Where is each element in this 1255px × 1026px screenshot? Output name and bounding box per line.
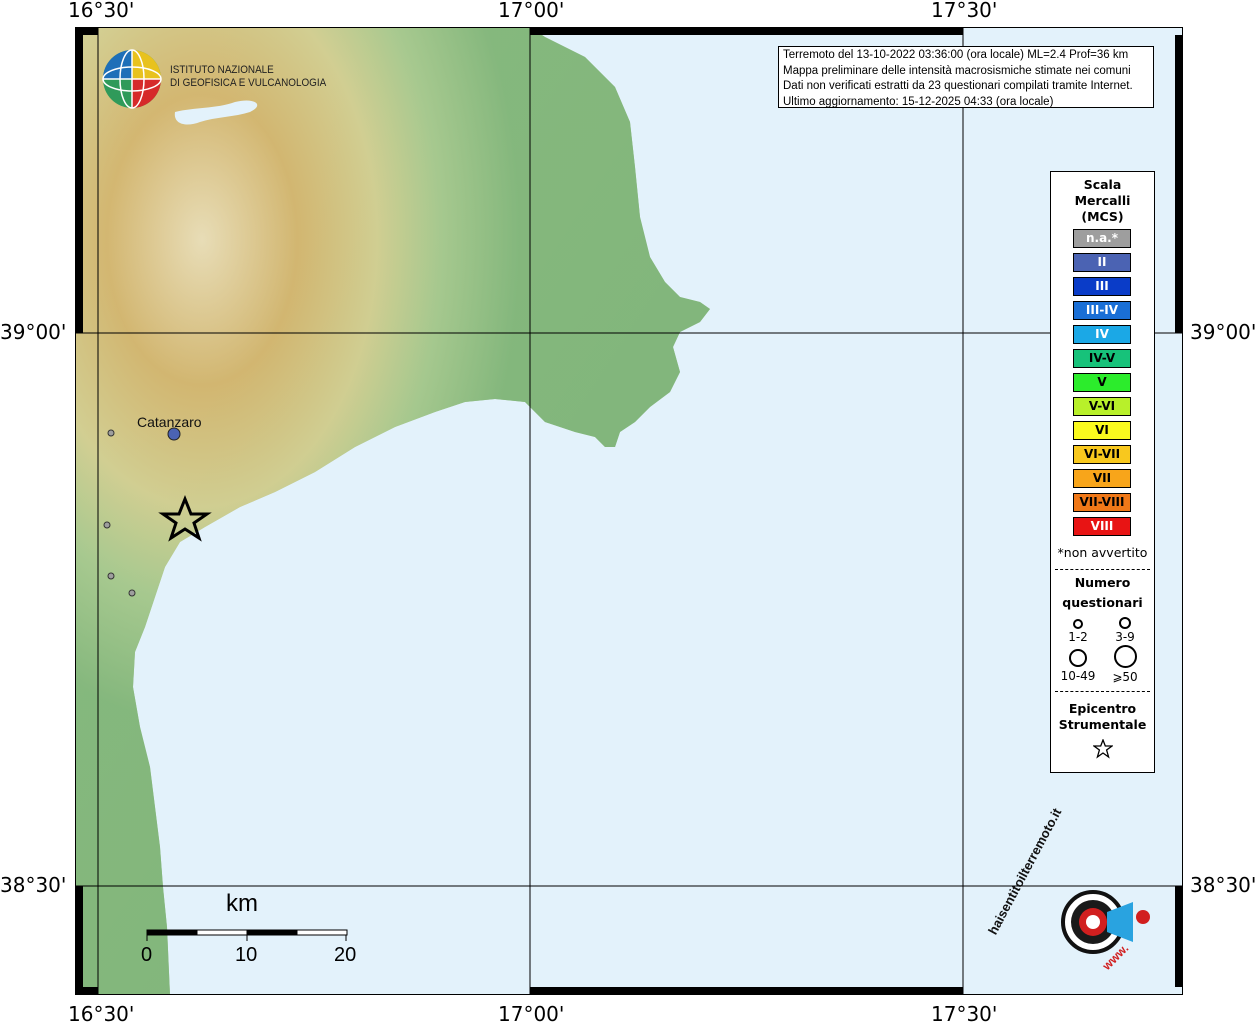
size-label-3-9: 3-9 bbox=[1115, 630, 1135, 644]
intensity-swatch: VIII bbox=[1073, 517, 1131, 536]
intensity-swatch: VII-VIII bbox=[1073, 493, 1131, 512]
lon-label-right-top: 17°30' bbox=[931, 0, 998, 22]
ingv-logo-icon bbox=[102, 49, 162, 109]
scale-tick-20: 20 bbox=[334, 944, 357, 966]
size-circle-10-49 bbox=[1069, 649, 1087, 667]
lon-label-mid-bottom: 17°00' bbox=[498, 1002, 565, 1026]
frame-ticks bbox=[75, 27, 1183, 995]
scale-tick-10: 10 bbox=[235, 944, 258, 966]
lon-label-right-bottom: 17°30' bbox=[931, 1002, 998, 1026]
point-catanzaro[interactable] bbox=[167, 427, 181, 441]
intensity-swatch: VI-VII bbox=[1073, 445, 1131, 464]
size-circle-50 bbox=[1114, 645, 1137, 668]
ingv-line1: ISTITUTO NAZIONALE bbox=[170, 64, 274, 76]
size-circle-1-2 bbox=[1073, 619, 1083, 629]
graticule bbox=[75, 27, 1183, 995]
point-na[interactable] bbox=[107, 572, 115, 580]
legend: Scala Mercalli (MCS) n.a.* II III III-IV IV I… bbox=[1050, 171, 1155, 773]
map-canvas bbox=[75, 27, 1183, 995]
city-label-catanzaro: Catanzaro bbox=[137, 414, 202, 430]
ingv-logo-text: ISTITUTO NAZIONALE DI GEOFISICA E VULCAN… bbox=[170, 64, 326, 90]
info-line-map: Mappa preliminare delle intensità macros… bbox=[783, 64, 1131, 77]
lat-label-lower-left: 38°30' bbox=[0, 873, 67, 897]
event-info-box: Terremoto del 13-10-2022 03:36:00 (ora l… bbox=[778, 46, 1154, 108]
scale-bar bbox=[146, 929, 348, 941]
legend-title-2: Mercalli bbox=[1074, 193, 1131, 208]
lon-label-left-top: 16°30' bbox=[68, 0, 135, 22]
count-title-2: questionari bbox=[1062, 595, 1143, 610]
intensity-swatch: IV bbox=[1073, 325, 1131, 344]
macroseismic-map[interactable] bbox=[75, 27, 1183, 995]
intensity-swatch: n.a.* bbox=[1073, 229, 1131, 248]
land-highlands bbox=[75, 27, 710, 995]
size-circle-3-9 bbox=[1119, 617, 1131, 629]
epicenter-title-1: Epicentro bbox=[1068, 701, 1137, 716]
info-line-event: Terremoto del 13-10-2022 03:36:00 (ora l… bbox=[783, 49, 1129, 61]
lat-label-upper-left: 39°00' bbox=[0, 320, 67, 344]
point-na[interactable] bbox=[128, 589, 136, 597]
size-label-50: ⩾50 bbox=[1112, 670, 1138, 684]
lat-label-upper-right: 39°00' bbox=[1190, 320, 1255, 344]
epicenter-title-2: Strumentale bbox=[1058, 717, 1147, 732]
legend-note: *non avvertito bbox=[1057, 545, 1148, 560]
info-line-data: Dati non verificati estratti da 23 quest… bbox=[783, 80, 1133, 92]
point-na[interactable] bbox=[107, 429, 115, 437]
intensity-swatch: VII bbox=[1073, 469, 1131, 488]
scale-tick-0: 0 bbox=[141, 944, 153, 966]
size-label-10-49: 10-49 bbox=[1060, 669, 1096, 683]
info-line-updated: Ultimo aggiornamento: 15-12-2025 04:33 (… bbox=[783, 95, 1054, 108]
size-label-1-2: 1-2 bbox=[1068, 630, 1088, 644]
lake bbox=[174, 100, 258, 125]
intensity-swatch: II bbox=[1073, 253, 1131, 272]
ingv-line2: DI GEOFISICA E VULCANOLOGIA bbox=[170, 77, 327, 89]
lon-label-mid-top: 17°00' bbox=[498, 0, 565, 22]
intensity-swatch: V bbox=[1073, 373, 1131, 392]
intensity-swatch: IV-V bbox=[1073, 349, 1131, 368]
lon-label-left-bottom: 16°30' bbox=[68, 1002, 135, 1026]
lat-label-lower-right: 38°30' bbox=[1190, 873, 1255, 897]
count-title-1: Numero bbox=[1074, 575, 1131, 590]
intensity-swatch: III-IV bbox=[1073, 301, 1131, 320]
point-na[interactable] bbox=[103, 521, 111, 529]
haisentito-logo bbox=[1061, 890, 1150, 954]
legend-title-1: Scala bbox=[1083, 177, 1122, 192]
intensity-swatch: III bbox=[1073, 277, 1131, 296]
intensity-swatch: V-VI bbox=[1073, 397, 1131, 416]
legend-title-3: (MCS) bbox=[1081, 209, 1124, 224]
legend-separator bbox=[1055, 569, 1150, 570]
intensity-swatch: VI bbox=[1073, 421, 1131, 440]
epicenter-star[interactable] bbox=[158, 494, 212, 542]
scale-unit: km bbox=[226, 890, 258, 917]
intensity-points bbox=[103, 427, 181, 597]
legend-star-icon bbox=[1093, 739, 1113, 759]
legend-separator bbox=[1055, 691, 1150, 692]
